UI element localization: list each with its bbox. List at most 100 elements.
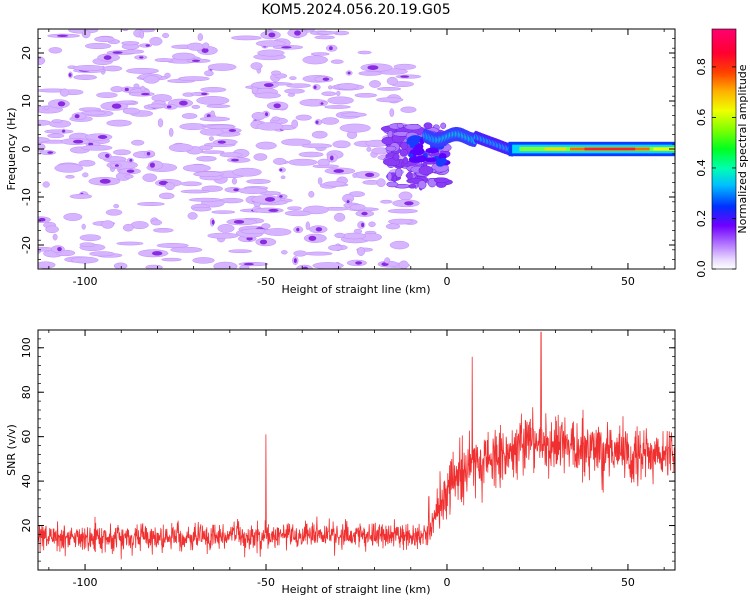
noise-blob: [341, 232, 367, 240]
noise-blob-core: [166, 105, 172, 109]
cluster-blob: [423, 122, 433, 130]
noise-blob: [78, 107, 102, 112]
x-tick-label: -50: [257, 275, 275, 288]
noise-blob: [332, 140, 351, 149]
noise-blob: [228, 249, 253, 254]
noise-blob: [116, 241, 144, 246]
noise-blob-core: [57, 101, 66, 107]
y-tick-label: 20: [20, 519, 33, 533]
noise-blob-core: [404, 201, 414, 206]
noise-blob: [199, 116, 231, 122]
noise-blob: [139, 30, 145, 39]
x-tick-label: 0: [443, 275, 450, 288]
colorbar-tick-label: 0.8: [695, 58, 708, 76]
noise-blob: [349, 203, 366, 211]
noise-blob-core: [268, 32, 276, 38]
noise-blob: [45, 225, 59, 234]
noise-blob-core: [308, 235, 317, 241]
cluster-blob: [440, 122, 447, 129]
noise-blob-core: [320, 102, 324, 105]
noise-blob: [44, 129, 74, 134]
noise-blob: [81, 144, 113, 151]
noise-blob: [151, 94, 173, 102]
noise-blob: [301, 143, 333, 149]
noise-blob: [143, 75, 160, 84]
noise-blob: [113, 262, 128, 269]
y-tick-label: 40: [20, 474, 33, 488]
noise-blob: [79, 242, 96, 248]
noise-blob: [202, 42, 210, 49]
noise-blob: [340, 112, 367, 117]
noise-blob: [211, 210, 236, 214]
noise-blob-core: [246, 236, 253, 241]
noise-blob: [133, 83, 140, 89]
cluster-blob: [434, 177, 450, 184]
noise-blob: [122, 107, 140, 115]
cluster-core: [424, 157, 437, 163]
noise-blob: [334, 232, 346, 239]
noise-blob-core: [73, 139, 84, 144]
noise-blob: [317, 158, 330, 167]
cluster-blob: [386, 172, 393, 181]
noise-blob: [113, 203, 120, 209]
carrier-core: [544, 147, 567, 151]
noise-blob: [284, 210, 312, 217]
noise-blob: [263, 228, 292, 236]
cluster-core: [438, 153, 447, 160]
noise-blob: [327, 96, 354, 105]
noise-blob: [280, 250, 288, 255]
noise-blob: [311, 130, 328, 139]
noise-blob: [312, 262, 344, 269]
noise-blob: [389, 240, 410, 250]
noise-blob: [182, 164, 211, 172]
noise-blob: [352, 172, 358, 178]
noise-blob: [213, 261, 238, 269]
noise-blob-core: [56, 34, 69, 37]
cluster-core: [425, 147, 439, 154]
noise-blob: [79, 234, 102, 242]
cluster-blob: [399, 148, 409, 157]
noise-blob: [59, 88, 70, 97]
colorbar-ticks: 0.0 0.2 0.4 0.6 0.8: [695, 58, 736, 278]
noise-blob-core: [259, 239, 268, 245]
y-tick-label: 10: [20, 94, 33, 108]
snr-ylabel: SNR (v/v): [5, 424, 18, 476]
spectrogram-plot-area: [38, 29, 675, 269]
noise-blob: [206, 104, 231, 108]
cluster-blob: [392, 174, 397, 183]
noise-blob: [273, 157, 287, 165]
noise-blob: [316, 31, 339, 35]
noise-blob-core: [103, 55, 112, 60]
noise-blob-core: [124, 87, 129, 92]
noise-blob-core: [243, 262, 254, 266]
noise-blob: [149, 36, 163, 46]
noise-blob: [291, 119, 299, 129]
noise-blob: [280, 175, 286, 180]
cluster-blob: [404, 123, 422, 131]
noise-blob: [145, 264, 163, 269]
carrier-core: [653, 147, 675, 151]
y-tick-label: 60: [20, 430, 33, 444]
noise-blob: [339, 123, 371, 133]
noise-blob: [253, 153, 268, 161]
noise-blob-core: [57, 247, 62, 252]
noise-blob: [187, 212, 198, 220]
noise-blob: [199, 128, 224, 136]
noise-blob: [314, 35, 336, 40]
noise-blob-core: [333, 169, 345, 173]
noise-blob: [197, 33, 203, 42]
noise-blob-core: [293, 258, 297, 264]
colorbar-tick-label: 0.2: [695, 210, 708, 228]
cluster-core: [439, 157, 448, 164]
snr-series-line: [38, 331, 675, 560]
noise-blob: [164, 182, 175, 191]
noise-blob: [337, 83, 359, 90]
noise-blob-core: [112, 51, 123, 54]
noise-blob: [147, 103, 167, 109]
noise-blob: [219, 152, 243, 158]
noise-blob: [368, 221, 376, 228]
noise-blob: [369, 80, 381, 88]
noise-blob-core: [88, 142, 94, 146]
noise-blob: [271, 116, 280, 122]
